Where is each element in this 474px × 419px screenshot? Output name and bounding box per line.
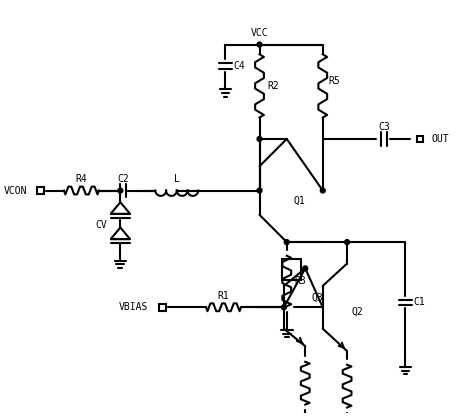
Circle shape xyxy=(284,240,289,245)
Text: CV: CV xyxy=(95,220,107,230)
Circle shape xyxy=(282,305,286,310)
Text: OUT: OUT xyxy=(432,134,449,144)
Bar xyxy=(282,259,301,280)
Text: VCC: VCC xyxy=(251,28,268,38)
Text: R4: R4 xyxy=(75,174,87,184)
Bar xyxy=(417,136,423,142)
Circle shape xyxy=(345,240,349,245)
Text: L: L xyxy=(174,174,180,184)
Text: R2: R2 xyxy=(267,81,279,91)
Text: C3: C3 xyxy=(378,122,390,132)
Text: C4: C4 xyxy=(233,61,245,71)
Circle shape xyxy=(320,188,325,193)
Text: R1: R1 xyxy=(218,291,229,300)
Bar xyxy=(159,304,165,311)
Circle shape xyxy=(118,188,123,193)
Text: C2: C2 xyxy=(118,174,129,184)
Bar xyxy=(37,187,44,194)
Text: R3: R3 xyxy=(294,276,306,286)
Circle shape xyxy=(257,137,262,141)
Text: C1: C1 xyxy=(413,297,425,308)
Text: R5: R5 xyxy=(328,76,340,86)
Text: Q3: Q3 xyxy=(311,292,323,303)
Circle shape xyxy=(303,266,308,271)
Text: VBIAS: VBIAS xyxy=(119,302,148,312)
Text: Q2: Q2 xyxy=(352,307,364,317)
Text: Q1: Q1 xyxy=(293,195,305,205)
Circle shape xyxy=(257,42,262,47)
Text: VCON: VCON xyxy=(3,186,27,196)
Circle shape xyxy=(257,188,262,193)
